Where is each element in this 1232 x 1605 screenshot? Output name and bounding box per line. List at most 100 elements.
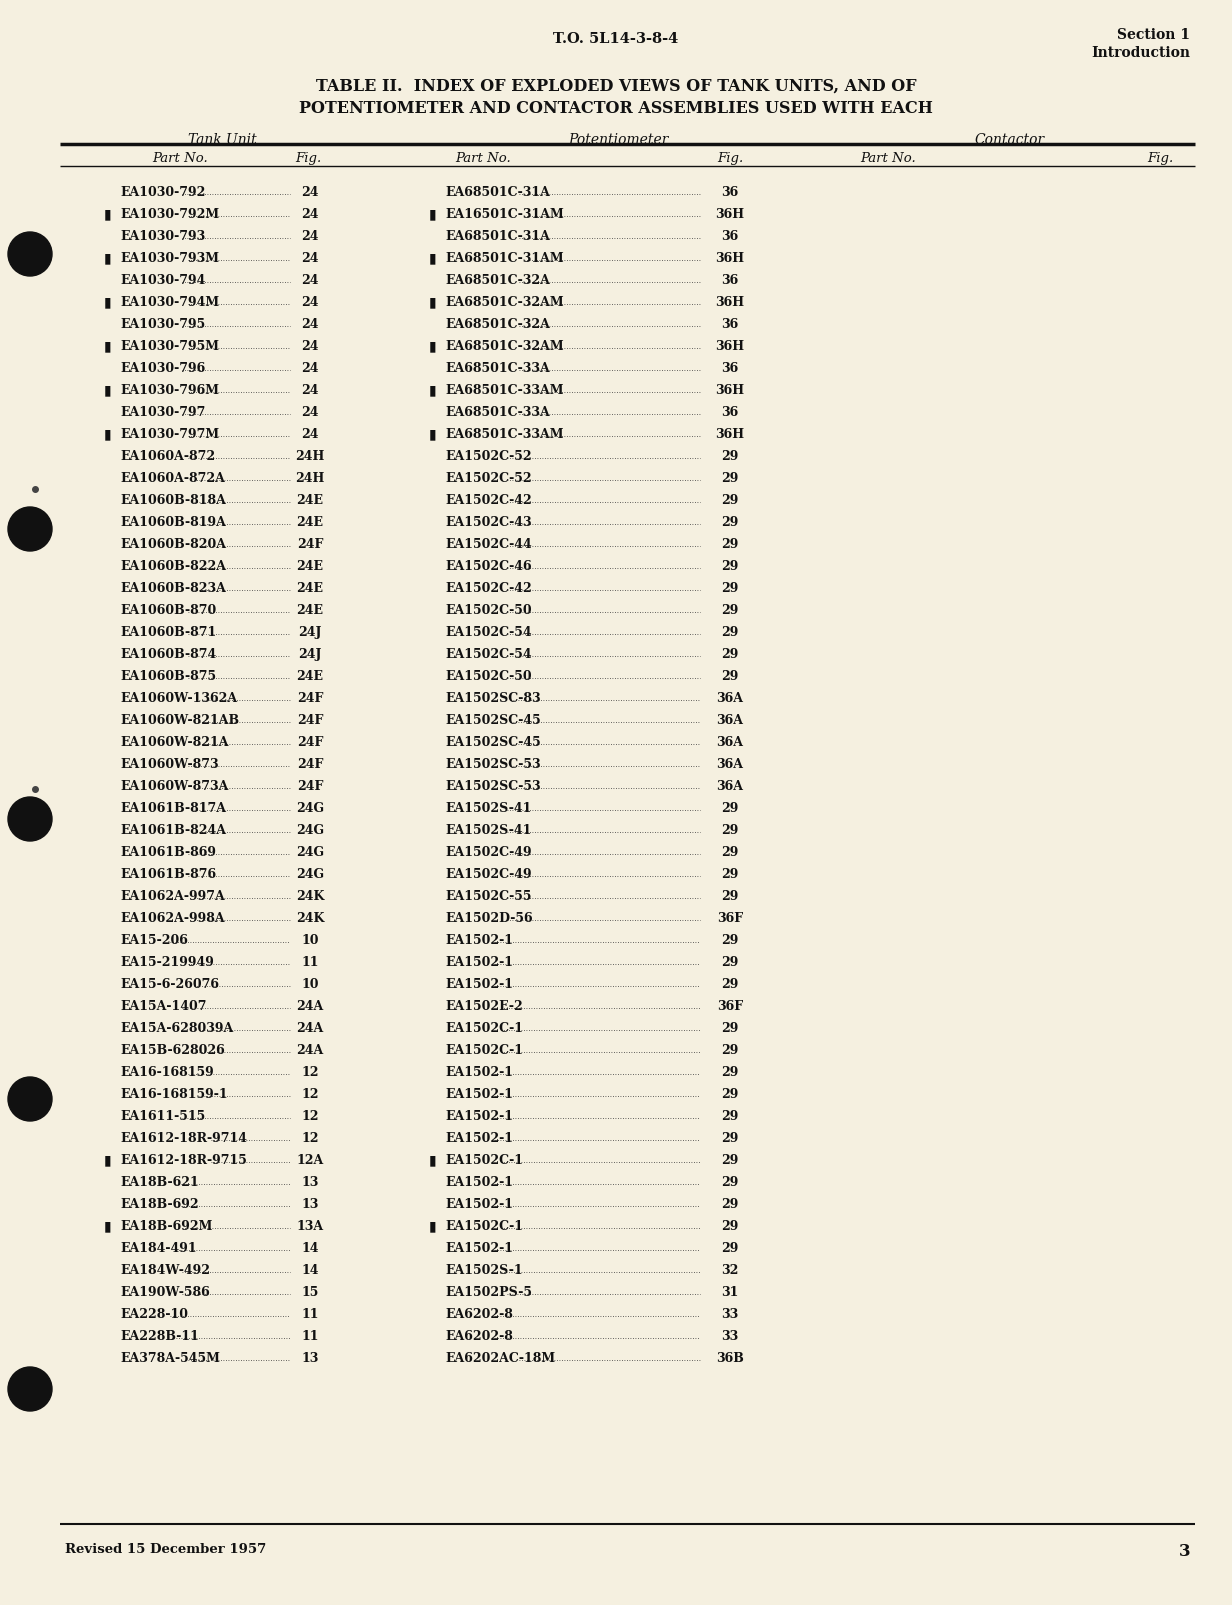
Text: Part No.: Part No.: [860, 152, 915, 165]
Text: EA1502C-49: EA1502C-49: [445, 846, 532, 859]
Text: 36A: 36A: [717, 713, 743, 727]
Text: ▮: ▮: [105, 427, 112, 440]
Text: EA1502SC-53: EA1502SC-53: [445, 780, 541, 793]
Text: EA1060A-872A: EA1060A-872A: [120, 472, 225, 485]
Text: 24: 24: [302, 230, 319, 242]
Text: 24: 24: [302, 340, 319, 353]
Text: EA1060W-873: EA1060W-873: [120, 758, 218, 770]
Text: 11: 11: [302, 955, 319, 968]
Text: ▮: ▮: [105, 250, 112, 265]
Text: EA1061B-817A: EA1061B-817A: [120, 801, 225, 814]
Text: Fig.: Fig.: [717, 152, 743, 165]
Text: EA1030-793: EA1030-793: [120, 230, 206, 242]
Text: EA1502C-50: EA1502C-50: [445, 669, 532, 682]
Text: ▮: ▮: [429, 339, 437, 353]
Text: 24E: 24E: [297, 493, 324, 507]
Text: EA1502C-1: EA1502C-1: [445, 1043, 524, 1056]
Text: 33: 33: [722, 1329, 739, 1342]
Text: 36H: 36H: [716, 207, 744, 221]
Text: EA1502C-52: EA1502C-52: [445, 449, 532, 462]
Text: 24: 24: [302, 274, 319, 287]
Text: EA15B-628026: EA15B-628026: [120, 1043, 224, 1056]
Text: EA378A-545M: EA378A-545M: [120, 1351, 219, 1364]
Text: EA68501C-33AM: EA68501C-33AM: [445, 427, 563, 440]
Text: EA1502C-54: EA1502C-54: [445, 626, 532, 639]
Text: EA18B-692M: EA18B-692M: [120, 1220, 212, 1233]
Text: EA1502C-1: EA1502C-1: [445, 1220, 524, 1233]
Text: 24E: 24E: [297, 560, 324, 573]
Text: 29: 29: [721, 1066, 739, 1079]
Circle shape: [7, 798, 52, 841]
Text: EA15A-1407: EA15A-1407: [120, 1000, 207, 1013]
Text: EA68501C-33A: EA68501C-33A: [445, 406, 549, 419]
Text: ▮: ▮: [105, 382, 112, 396]
Text: 24F: 24F: [297, 713, 323, 727]
Text: EA1060B-820A: EA1060B-820A: [120, 538, 225, 551]
Text: ▮: ▮: [105, 295, 112, 308]
Text: EA1502C-50: EA1502C-50: [445, 603, 532, 616]
Text: EA1502S-1: EA1502S-1: [445, 1263, 522, 1276]
Text: 29: 29: [721, 472, 739, 485]
Text: ▮: ▮: [429, 250, 437, 265]
Text: ▮: ▮: [105, 1218, 112, 1233]
Text: Part No.: Part No.: [455, 152, 511, 165]
Text: POTENTIOMETER AND CONTACTOR ASSEMBLIES USED WITH EACH: POTENTIOMETER AND CONTACTOR ASSEMBLIES U…: [299, 100, 933, 117]
Text: ▮: ▮: [429, 207, 437, 221]
Circle shape: [7, 507, 52, 552]
Text: EA15-6-26076: EA15-6-26076: [120, 977, 219, 990]
Text: 24: 24: [302, 384, 319, 396]
Text: 10: 10: [302, 933, 319, 947]
Text: EA1502-1: EA1502-1: [445, 933, 513, 947]
Text: 29: 29: [721, 1043, 739, 1056]
Text: 24A: 24A: [297, 1000, 324, 1013]
Text: EA1502C-55: EA1502C-55: [445, 889, 531, 902]
Text: EA1030-794: EA1030-794: [120, 274, 206, 287]
Text: EA228B-11: EA228B-11: [120, 1329, 198, 1342]
Text: 24E: 24E: [297, 515, 324, 528]
Text: 36H: 36H: [716, 384, 744, 396]
Text: 14: 14: [302, 1241, 319, 1254]
Text: 36: 36: [722, 318, 739, 331]
Text: EA1062A-998A: EA1062A-998A: [120, 912, 224, 924]
Text: Part No.: Part No.: [152, 152, 208, 165]
Text: EA1502SC-45: EA1502SC-45: [445, 735, 541, 748]
Text: EA1060A-872: EA1060A-872: [120, 449, 216, 462]
Text: EA15-206: EA15-206: [120, 933, 187, 947]
Text: 24F: 24F: [297, 780, 323, 793]
Text: 12: 12: [302, 1087, 319, 1099]
Text: 24F: 24F: [297, 538, 323, 551]
Text: EA1030-797M: EA1030-797M: [120, 427, 219, 440]
Text: EA228-10: EA228-10: [120, 1306, 188, 1319]
Text: EA18B-692: EA18B-692: [120, 1197, 198, 1210]
Text: 24E: 24E: [297, 603, 324, 616]
Text: 29: 29: [721, 1197, 739, 1210]
Text: EA68501C-32A: EA68501C-32A: [445, 318, 549, 331]
Text: 36A: 36A: [717, 758, 743, 770]
Text: EA1502C-46: EA1502C-46: [445, 560, 532, 573]
Text: 24K: 24K: [296, 912, 324, 924]
Text: 29: 29: [721, 626, 739, 639]
Text: EA1060B-875: EA1060B-875: [120, 669, 216, 682]
Text: EA184-491: EA184-491: [120, 1241, 197, 1254]
Text: EA68501C-31AM: EA68501C-31AM: [445, 252, 563, 265]
Text: ▮: ▮: [429, 382, 437, 396]
Text: EA1060B-870: EA1060B-870: [120, 603, 217, 616]
Text: 12: 12: [302, 1109, 319, 1122]
Text: 10: 10: [302, 977, 319, 990]
Text: EA1060W-1362A: EA1060W-1362A: [120, 692, 237, 705]
Text: 24A: 24A: [297, 1043, 324, 1056]
Text: EA1060B-823A: EA1060B-823A: [120, 581, 225, 594]
Text: 29: 29: [721, 823, 739, 836]
Text: EA1060B-818A: EA1060B-818A: [120, 493, 225, 507]
Text: EA68501C-31A: EA68501C-31A: [445, 186, 549, 199]
Text: EA1502-1: EA1502-1: [445, 1066, 513, 1079]
Text: EA15A-628039A: EA15A-628039A: [120, 1021, 233, 1034]
Text: EA68501C-33AM: EA68501C-33AM: [445, 384, 563, 396]
Text: EA184W-492: EA184W-492: [120, 1263, 209, 1276]
Text: EA1030-793M: EA1030-793M: [120, 252, 219, 265]
Text: EA1502C-43: EA1502C-43: [445, 515, 532, 528]
Text: EA1612-18R-9715: EA1612-18R-9715: [120, 1152, 246, 1167]
Text: EA16501C-31AM: EA16501C-31AM: [445, 207, 564, 221]
Text: 24: 24: [302, 186, 319, 199]
Text: 36F: 36F: [717, 912, 743, 924]
